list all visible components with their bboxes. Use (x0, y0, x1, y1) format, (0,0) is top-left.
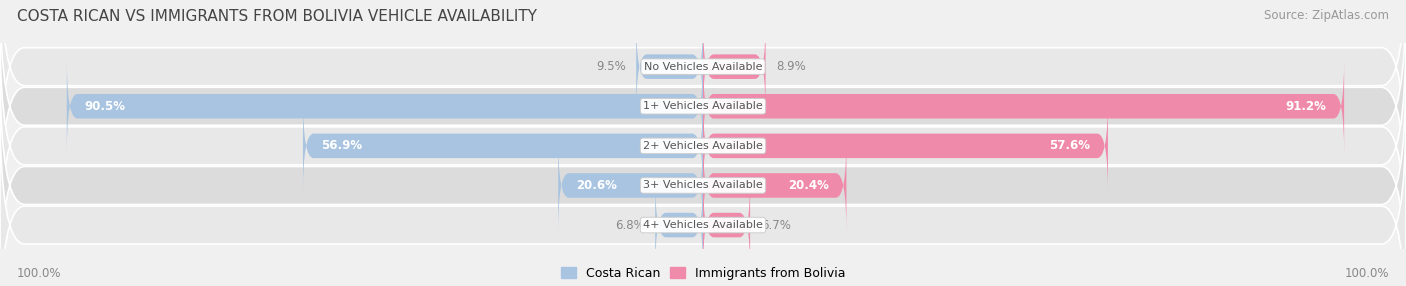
Text: 2+ Vehicles Available: 2+ Vehicles Available (643, 141, 763, 151)
Text: 3+ Vehicles Available: 3+ Vehicles Available (643, 180, 763, 190)
FancyBboxPatch shape (0, 0, 1406, 226)
FancyBboxPatch shape (0, 106, 1406, 286)
FancyBboxPatch shape (304, 99, 703, 193)
Text: 20.6%: 20.6% (576, 179, 617, 192)
Text: 57.6%: 57.6% (1049, 139, 1091, 152)
Text: 100.0%: 100.0% (1344, 267, 1389, 280)
FancyBboxPatch shape (703, 99, 1108, 193)
Text: No Vehicles Available: No Vehicles Available (644, 62, 762, 72)
Text: 90.5%: 90.5% (84, 100, 125, 113)
FancyBboxPatch shape (703, 178, 751, 272)
Text: 6.8%: 6.8% (614, 219, 644, 232)
Text: 20.4%: 20.4% (787, 179, 830, 192)
Text: 9.5%: 9.5% (596, 60, 626, 73)
Text: 100.0%: 100.0% (17, 267, 62, 280)
Text: 6.7%: 6.7% (761, 219, 790, 232)
Text: 1+ Vehicles Available: 1+ Vehicles Available (643, 101, 763, 111)
FancyBboxPatch shape (0, 66, 1406, 286)
FancyBboxPatch shape (0, 26, 1406, 265)
Text: 91.2%: 91.2% (1285, 100, 1327, 113)
Text: 8.9%: 8.9% (776, 60, 806, 73)
Text: COSTA RICAN VS IMMIGRANTS FROM BOLIVIA VEHICLE AVAILABILITY: COSTA RICAN VS IMMIGRANTS FROM BOLIVIA V… (17, 9, 537, 23)
FancyBboxPatch shape (703, 138, 846, 233)
FancyBboxPatch shape (637, 19, 703, 114)
FancyBboxPatch shape (558, 138, 703, 233)
FancyBboxPatch shape (655, 178, 703, 272)
Text: Source: ZipAtlas.com: Source: ZipAtlas.com (1264, 9, 1389, 21)
FancyBboxPatch shape (0, 0, 1406, 186)
Text: 56.9%: 56.9% (321, 139, 361, 152)
Text: 4+ Vehicles Available: 4+ Vehicles Available (643, 220, 763, 230)
FancyBboxPatch shape (703, 19, 765, 114)
Legend: Costa Rican, Immigrants from Bolivia: Costa Rican, Immigrants from Bolivia (561, 267, 845, 280)
FancyBboxPatch shape (66, 59, 703, 153)
FancyBboxPatch shape (703, 59, 1344, 153)
